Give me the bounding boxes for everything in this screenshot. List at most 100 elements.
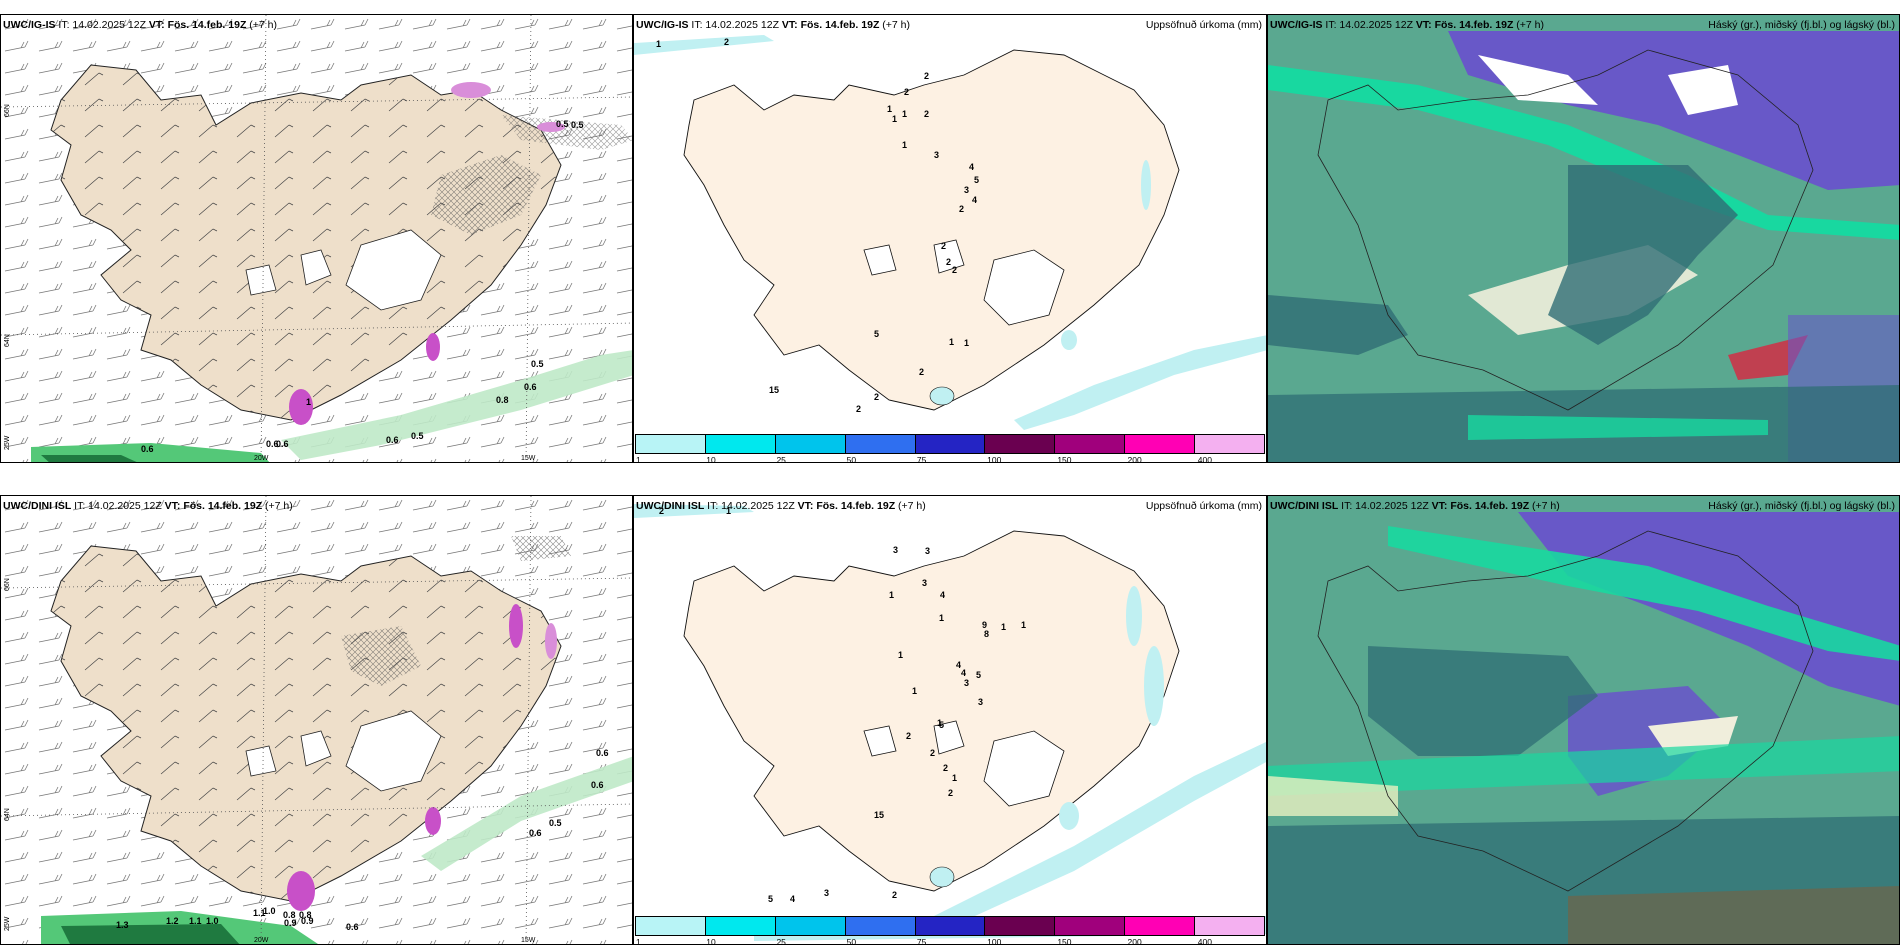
colorbar-label: 150	[1057, 937, 1072, 945]
contour-label: 5	[768, 894, 773, 904]
contour-label: 15	[874, 810, 884, 820]
contour-label: 4	[956, 660, 961, 670]
contour-label: 1	[952, 773, 957, 783]
panel-title: UWC/DINI ISL IT: 14.02.2025 12Z VT: Fös.…	[1270, 500, 1560, 512]
cloud-map	[1268, 512, 1899, 944]
contour-label: 2	[959, 204, 964, 214]
colorbar-label: 400	[1197, 455, 1212, 463]
contour-label: 4	[940, 590, 945, 600]
contour-label: 2	[892, 890, 897, 900]
panel-title: UWC/IG-IS IT: 14.02.2025 12Z VT: Fös. 14…	[636, 19, 911, 31]
contour-label: 0.6	[596, 748, 609, 758]
contour-label: 8	[984, 629, 989, 639]
contour-label: 1	[887, 104, 892, 114]
colorbar-swatch	[775, 916, 846, 936]
contour-label: 2	[952, 265, 957, 275]
panel-title: UWC/DINI ISL IT: 14.02.2025 12Z VT: Fös.…	[636, 500, 926, 512]
colorbar-swatch	[1195, 916, 1266, 936]
contour-label: 2	[904, 87, 909, 97]
contour-label: 2	[659, 506, 664, 516]
contour-label: 1	[726, 506, 731, 516]
contour-label: 5	[874, 329, 879, 339]
contour-label: 15	[769, 385, 779, 395]
contour-label: 2	[924, 71, 929, 81]
contour-label: 2	[874, 392, 879, 402]
panel-cloud-ig: UWC/IG-IS IT: 14.02.2025 12Z VT: Fös. 14…	[1267, 14, 1900, 463]
colorbar-label: 1	[636, 937, 641, 945]
contour-label: 0.6	[346, 922, 359, 932]
contour-label: 3	[964, 678, 969, 688]
contour-label: 3	[934, 150, 939, 160]
panel-precip-ig: UWC/IG-IS IT: 14.02.2025 12Z VT: Fös. 14…	[633, 14, 1267, 463]
contour-label: 4	[961, 668, 966, 678]
contour-label: 1	[892, 114, 897, 124]
contour-label: 2	[941, 241, 946, 251]
contour-label: 1	[306, 397, 311, 407]
colorbar-label: 25	[776, 937, 786, 945]
lon-label: 15W	[521, 455, 536, 462]
colorbar-swatch	[845, 434, 916, 454]
colorbar-label: 1	[636, 455, 641, 463]
contour-label: 1	[1001, 622, 1006, 632]
contour-label: 1.0	[263, 906, 276, 916]
contour-label: 0.8	[299, 910, 312, 920]
contour-label: 5	[976, 670, 981, 680]
contour-label: 2	[724, 37, 729, 47]
contour-label: 1	[964, 338, 969, 348]
panel-cloud-dini: UWC/DINI ISL IT: 14.02.2025 12Z VT: Fös.…	[1267, 495, 1900, 945]
contour-label: 2	[930, 748, 935, 758]
contour-label: 9	[982, 620, 987, 630]
contour-label: 0.6	[386, 435, 399, 445]
contour-label: 3	[964, 185, 969, 195]
colorbar-swatch	[1055, 434, 1126, 454]
colorbar-swatch	[1055, 916, 1126, 936]
contour-label: 2	[946, 257, 951, 267]
panel-title: UWC/IG-IS IT: 14.02.2025 12Z VT: Fös. 14…	[3, 19, 278, 31]
panel-title: UWC/IG-IS IT: 14.02.2025 12Z VT: Fös. 14…	[1270, 19, 1545, 31]
contour-label: 2	[948, 788, 953, 798]
contour-label: 3	[922, 578, 927, 588]
panel-field-label: Uppsöfnuð úrkoma (mm)	[1145, 500, 1262, 512]
contour-label: 1	[937, 718, 942, 728]
contour-label: 0.8	[283, 910, 296, 920]
lon-label: 15W	[521, 937, 536, 944]
contour-label: 0.6	[266, 439, 279, 449]
wind-map: 66N 64N 25W 20W 15W 0.5 0.50.60.80.60.6 0.…	[1, 15, 632, 462]
contour-label: 4	[972, 195, 977, 205]
contour-label: 0.6	[524, 382, 537, 392]
colorbar-label: 10	[706, 937, 716, 945]
contour-label: 3	[925, 546, 930, 556]
contour-label: 0.9	[284, 918, 297, 928]
contour-label: 0.5	[571, 120, 584, 130]
contour-label: 1.1	[189, 916, 202, 926]
colorbar-swatch	[985, 916, 1056, 936]
contour-label: 2	[919, 367, 924, 377]
colorbar-label: 10	[706, 455, 716, 463]
colorbar-swatch	[915, 916, 986, 936]
colorbar-label: 75	[916, 455, 927, 463]
lat-label: 64N	[4, 808, 11, 821]
contour-label: 2	[924, 109, 929, 119]
contour-label: 1	[1021, 620, 1026, 630]
colorbar	[635, 916, 1266, 936]
contour-label: 0.5	[556, 119, 569, 129]
contour-label: 4	[969, 162, 974, 172]
contour-label: 1	[939, 613, 944, 623]
contour-label: 0.5	[549, 818, 562, 828]
colorbar-swatch	[845, 916, 916, 936]
contour-label: 1.3	[116, 920, 129, 930]
panel-field-label: Háský (gr.), miðský (fj.bl.) og lágský (…	[1708, 500, 1895, 512]
colorbar-swatch	[635, 434, 706, 454]
contour-label: 5	[939, 720, 944, 730]
lon-label: 25W	[4, 916, 11, 931]
colorbar-label: 100	[987, 455, 1002, 463]
lon-label: 20W	[254, 455, 269, 462]
panel-wind-ig: UWC/IG-IS IT: 14.02.2025 12Z VT: Fös. 14…	[0, 14, 633, 463]
panel-title: UWC/DINI ISL IT: 14.02.2025 12Z VT: Fös.…	[3, 500, 293, 512]
contour-label: 1	[656, 39, 661, 49]
colorbar-swatch	[985, 434, 1056, 454]
colorbar-label: 100	[987, 937, 1002, 945]
contour-label: 0.6	[276, 439, 289, 449]
panel-field-label: Háský (gr.), miðský (fj.bl.) og lágský (…	[1708, 19, 1895, 31]
colorbar-label: 400	[1197, 937, 1212, 945]
